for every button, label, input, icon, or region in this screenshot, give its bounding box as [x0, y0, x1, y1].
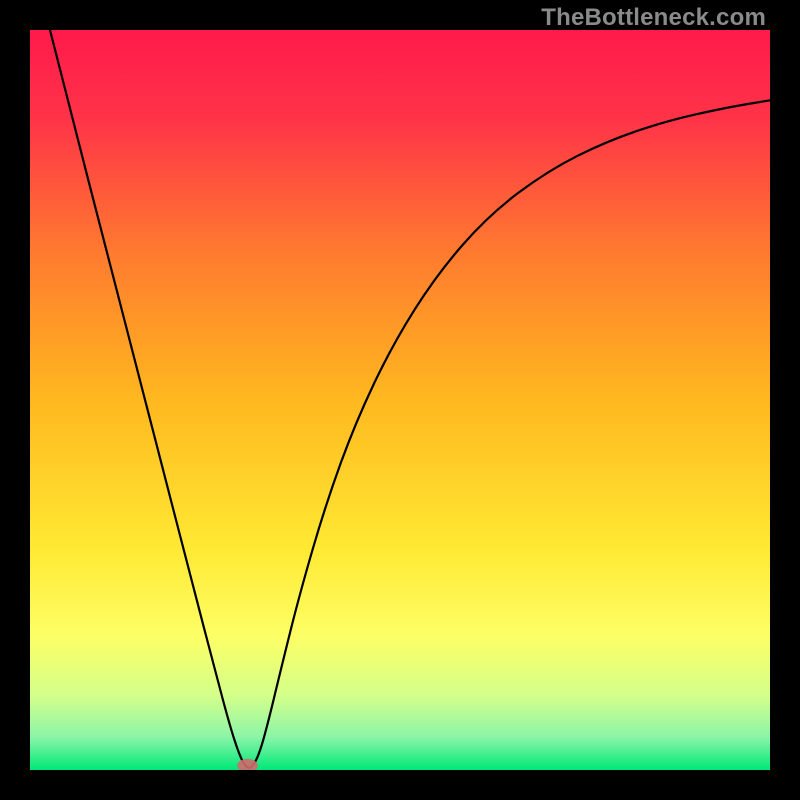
- watermark-text: TheBottleneck.com: [541, 4, 766, 32]
- plot-area: [30, 30, 770, 770]
- chart-frame: TheBottleneck.com: [0, 0, 800, 800]
- border-left: [0, 0, 30, 800]
- border-right: [770, 0, 800, 800]
- border-bottom: [0, 770, 800, 800]
- gradient-background: [30, 30, 770, 770]
- plot-svg: [30, 30, 770, 770]
